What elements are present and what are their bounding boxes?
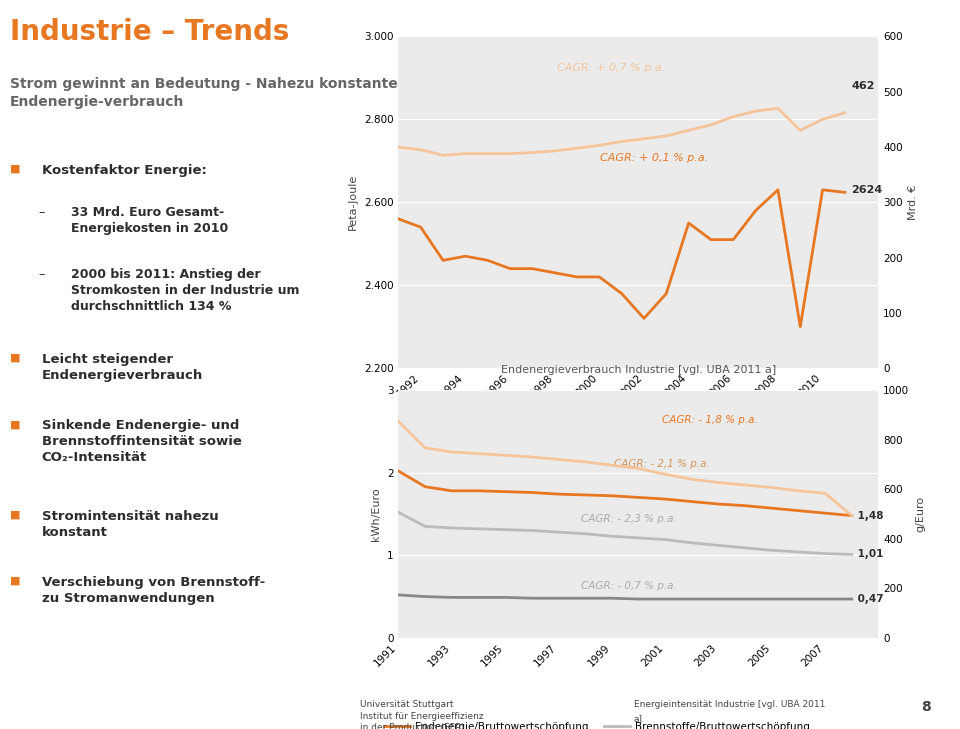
Legend: Endenergie/Bruttowertschöpfung, Strom/Bruttowertschöpfung, Brennstoffe/Bruttower: Endenergie/Bruttowertschöpfung, Strom/Br…	[379, 717, 814, 729]
Text: 0,47: 0,47	[854, 594, 884, 604]
Text: 2000 bis 2011: Anstieg der
Stromkosten in der Industrie um
durchschnittlich 134 : 2000 bis 2011: Anstieg der Stromkosten i…	[71, 268, 300, 313]
Text: 462: 462	[852, 81, 876, 91]
Text: Verschiebung von Brennstoff-
zu Stromanwendungen: Verschiebung von Brennstoff- zu Stromanw…	[42, 576, 265, 605]
Text: Sinkende Endenergie- und
Brennstoffintensität sowie
CO₂-Intensität: Sinkende Endenergie- und Brennstoffinten…	[42, 419, 242, 464]
Text: Strom gewinnt an Bedeutung - Nahezu konstanter
Endenergie-verbrauch: Strom gewinnt an Bedeutung - Nahezu kons…	[10, 77, 404, 109]
Y-axis label: g/Euro: g/Euro	[915, 496, 924, 532]
Text: Universität Stuttgart
Institut für Energieeffizienz
in der Produktion (EEP): Universität Stuttgart Institut für Energ…	[360, 700, 484, 729]
Text: Leicht steigender
Endenergieverbrauch: Leicht steigender Endenergieverbrauch	[42, 353, 204, 382]
Text: Bruttowert-
schöpfung (Mrd. €): Bruttowert- schöpfung (Mrd. €)	[749, 430, 848, 452]
Text: ■: ■	[10, 419, 20, 429]
Text: Energieintensität Industrie [vgl. UBA 2011: Energieintensität Industrie [vgl. UBA 20…	[634, 700, 825, 709]
Text: CAGR: + 0,7 % p.a.: CAGR: + 0,7 % p.a.	[557, 63, 665, 73]
Text: CAGR: - 2,1 % p.a.: CAGR: - 2,1 % p.a.	[614, 459, 710, 469]
Text: CAGR: - 1,8 % p.a.: CAGR: - 1,8 % p.a.	[662, 415, 758, 425]
Y-axis label: Mrd. €: Mrd. €	[908, 184, 919, 220]
Text: –: –	[38, 206, 45, 219]
Text: Endenergieverbrauch Industrie [vgl. UBA 2011 a]: Endenergieverbrauch Industrie [vgl. UBA …	[501, 365, 776, 375]
Text: 2624: 2624	[852, 185, 883, 195]
Text: CAGR: - 0,7 % p.a.: CAGR: - 0,7 % p.a.	[581, 581, 677, 591]
Text: ■: ■	[10, 510, 20, 520]
Text: CAGR: - 2,3 % p.a.: CAGR: - 2,3 % p.a.	[581, 514, 677, 524]
Text: –: –	[38, 268, 45, 281]
Y-axis label: kWh/Euro: kWh/Euro	[372, 487, 381, 541]
Text: Industrie – Trends: Industrie – Trends	[10, 18, 289, 46]
Text: Endenergie-
verbrauch (PJ): Endenergie- verbrauch (PJ)	[595, 430, 669, 452]
Text: ■: ■	[10, 576, 20, 586]
Text: Kostenfaktor Energie:: Kostenfaktor Energie:	[42, 164, 206, 177]
Text: 33 Mrd. Euro Gesamt-
Energiekosten in 2010: 33 Mrd. Euro Gesamt- Energiekosten in 20…	[71, 206, 228, 235]
Text: 1,48: 1,48	[854, 510, 884, 521]
Text: Stromintensität nahezu
konstant: Stromintensität nahezu konstant	[42, 510, 219, 539]
Text: 1,01: 1,01	[854, 550, 884, 559]
Text: ■: ■	[10, 164, 20, 174]
Text: 8: 8	[922, 701, 931, 714]
Text: CAGR: + 0,1 % p.a.: CAGR: + 0,1 % p.a.	[600, 152, 708, 163]
Y-axis label: Peta-Joule: Peta-Joule	[348, 174, 358, 230]
Text: a]: a]	[634, 714, 642, 723]
Text: ■: ■	[10, 353, 20, 363]
